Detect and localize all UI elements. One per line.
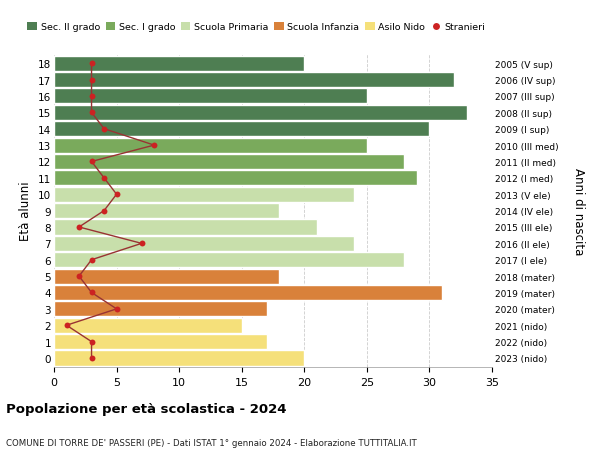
Bar (54, 220, 317, 235)
Point (99, 126, 109, 133)
Bar (54, 318, 242, 333)
Point (87, 61, 97, 68)
Point (112, 191, 121, 198)
Point (74, 273, 84, 280)
Point (87, 77, 97, 84)
Text: Popolazione per età scolastica - 2024: Popolazione per età scolastica - 2024 (6, 403, 287, 415)
Point (99, 175, 109, 182)
Bar (54, 269, 279, 284)
Y-axis label: Anni di nascita: Anni di nascita (572, 168, 585, 255)
Point (112, 306, 121, 313)
Y-axis label: Età alunni: Età alunni (19, 181, 32, 241)
Point (87, 158, 97, 166)
Point (137, 240, 146, 247)
Bar (54, 302, 267, 317)
Bar (54, 236, 355, 252)
Bar (54, 285, 442, 300)
Bar (54, 56, 304, 72)
Bar (54, 351, 304, 366)
Point (99, 207, 109, 215)
Legend: Sec. II grado, Sec. I grado, Scuola Primaria, Scuola Infanzia, Asilo Nido, Stran: Sec. II grado, Sec. I grado, Scuola Prim… (23, 19, 488, 36)
Point (87, 338, 97, 346)
Text: COMUNE DI TORRE DE' PASSERI (PE) - Dati ISTAT 1° gennaio 2024 - Elaborazione TUT: COMUNE DI TORRE DE' PASSERI (PE) - Dati … (6, 438, 417, 448)
Bar (54, 122, 430, 137)
Point (74, 224, 84, 231)
Point (87, 257, 97, 264)
Bar (54, 171, 417, 186)
Point (87, 109, 97, 117)
Bar (54, 106, 467, 121)
Bar (54, 252, 404, 268)
Bar (54, 155, 404, 170)
Point (87, 93, 97, 101)
Point (87, 289, 97, 297)
Bar (54, 73, 454, 88)
Point (62, 322, 71, 329)
Bar (54, 138, 367, 153)
Bar (54, 204, 279, 218)
Bar (54, 89, 367, 104)
Bar (54, 334, 267, 349)
Bar (54, 187, 355, 202)
Point (87, 354, 97, 362)
Point (149, 142, 159, 150)
